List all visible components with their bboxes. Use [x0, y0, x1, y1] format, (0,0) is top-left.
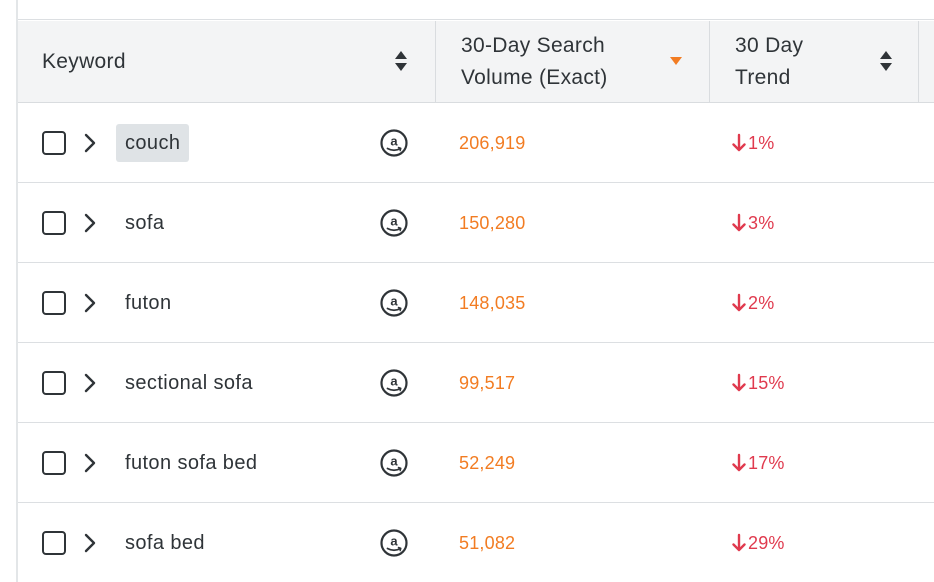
table-header: Keyword 30-Day Search Volume (Exact) 30 …: [18, 21, 934, 103]
table-row: sofa bed a 51,082 29%: [18, 503, 934, 582]
trend-value: 15%: [732, 343, 785, 423]
svg-text:a: a: [390, 214, 398, 229]
svg-text:a: a: [390, 454, 398, 469]
row-checkbox[interactable]: [42, 531, 66, 555]
table-row: sectional sofa a 99,517 15%: [18, 343, 934, 423]
arrow-down-icon: [732, 213, 746, 233]
search-volume-value: 150,280: [459, 212, 526, 233]
column-header-trend-line1: 30 Day: [735, 34, 804, 57]
amazon-icon[interactable]: a: [379, 208, 409, 238]
amazon-icon[interactable]: a: [379, 288, 409, 318]
row-checkbox[interactable]: [42, 451, 66, 475]
search-volume-value: 148,035: [459, 292, 526, 313]
keyword-label[interactable]: sofa bed: [125, 531, 205, 554]
trend-percent: 29%: [748, 532, 785, 553]
column-header-trend-line2: Trend: [735, 66, 791, 89]
svg-text:a: a: [390, 294, 398, 309]
chevron-right-icon[interactable]: [84, 373, 96, 393]
column-header-keyword[interactable]: Keyword: [18, 21, 435, 103]
chevron-right-icon[interactable]: [84, 533, 96, 553]
column-header-keyword-label: Keyword: [42, 50, 126, 73]
keyword-label[interactable]: sectional sofa: [125, 371, 253, 394]
keyword-table: Keyword 30-Day Search Volume (Exact) 30 …: [18, 21, 934, 582]
table-row: futon a 148,035 2%: [18, 263, 934, 343]
chevron-right-icon[interactable]: [84, 453, 96, 473]
arrow-down-icon: [732, 533, 746, 553]
trend-value: 3%: [732, 183, 774, 263]
table-row: sofa a 150,280 3%: [18, 183, 934, 263]
search-volume-value: 206,919: [459, 132, 526, 153]
chevron-right-icon[interactable]: [84, 293, 96, 313]
top-strip: [18, 0, 934, 20]
keyword-label[interactable]: sofa: [125, 211, 165, 234]
keyword-label[interactable]: futon: [125, 291, 172, 314]
column-header-volume[interactable]: 30-Day Search Volume (Exact): [435, 21, 709, 103]
table-row: couch a 206,919 1%: [18, 103, 934, 183]
svg-text:a: a: [390, 534, 398, 549]
sort-icon-keyword[interactable]: [395, 51, 407, 73]
arrow-down-icon: [732, 293, 746, 313]
row-checkbox[interactable]: [42, 371, 66, 395]
trend-value: 17%: [732, 423, 785, 503]
amazon-icon[interactable]: a: [379, 448, 409, 478]
trend-value: 29%: [732, 503, 785, 582]
search-volume-value: 99,517: [459, 372, 516, 393]
trend-percent: 1%: [748, 132, 775, 153]
trend-percent: 2%: [748, 292, 775, 313]
search-volume-value: 51,082: [459, 532, 516, 553]
arrow-down-icon: [732, 453, 746, 473]
table-row: futon sofa bed a 52,249 17%: [18, 423, 934, 503]
left-border: [16, 0, 18, 582]
trend-percent: 15%: [748, 372, 785, 393]
trend-percent: 3%: [748, 212, 775, 233]
row-checkbox[interactable]: [42, 211, 66, 235]
trend-value: 1%: [732, 103, 774, 183]
column-header-volume-line2: Volume (Exact): [461, 66, 608, 89]
chevron-right-icon[interactable]: [84, 213, 96, 233]
chevron-right-icon[interactable]: [84, 133, 96, 153]
search-volume-value: 52,249: [459, 452, 516, 473]
sort-icon-trend[interactable]: [880, 51, 892, 73]
amazon-icon[interactable]: a: [379, 528, 409, 558]
svg-text:a: a: [390, 374, 398, 389]
trend-value: 2%: [732, 263, 774, 343]
amazon-icon[interactable]: a: [379, 128, 409, 158]
arrow-down-icon: [732, 133, 746, 153]
svg-text:a: a: [390, 134, 398, 149]
trend-percent: 17%: [748, 452, 785, 473]
keyword-label[interactable]: futon sofa bed: [125, 451, 258, 474]
row-checkbox[interactable]: [42, 291, 66, 315]
keyword-label[interactable]: couch: [116, 124, 190, 162]
column-header-volume-line1: 30-Day Search: [461, 34, 605, 57]
sort-desc-icon[interactable]: [670, 57, 682, 65]
table-body: couch a 206,919 1% sofa a: [18, 103, 934, 582]
arrow-down-icon: [732, 373, 746, 393]
column-header-trend[interactable]: 30 Day Trend: [709, 21, 919, 103]
amazon-icon[interactable]: a: [379, 368, 409, 398]
row-checkbox[interactable]: [42, 131, 66, 155]
